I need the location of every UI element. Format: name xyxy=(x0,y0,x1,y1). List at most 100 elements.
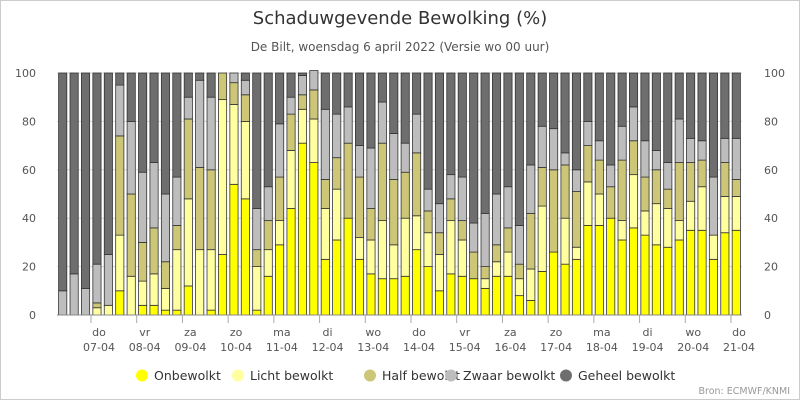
bar-segment-half-bewolkt xyxy=(480,266,490,280)
y-axis-right: 0 20 40 60 80 100 xyxy=(764,67,785,322)
bar-segment-geheel-bewolkt xyxy=(708,72,718,178)
bar-segment-onbewolkt xyxy=(320,258,330,316)
x-tick-date-label: 13-04 xyxy=(357,341,389,354)
bar-segment-geheel-bewolkt xyxy=(149,72,159,163)
bar-segment-half-bewolkt xyxy=(332,157,342,190)
bar-segment-half-bewolkt xyxy=(252,249,262,268)
bar-segment-geheel-bewolkt xyxy=(583,72,593,122)
bar-segment-onbewolkt xyxy=(149,304,159,316)
bar-segment-half-bewolkt xyxy=(720,162,730,197)
bar-segment-licht-bewolkt xyxy=(400,217,410,277)
bar-segment-onbewolkt xyxy=(297,142,307,316)
bar-segment-licht-bewolkt xyxy=(332,188,342,241)
bar-segment-zwaar-bewolkt xyxy=(263,186,273,222)
y-tick-label-left: 100 xyxy=(15,67,36,80)
legend[interactable]: Onbewolkt Licht bewolkt Half bewolkt Zwaar … xyxy=(136,368,675,383)
bar-segment-geheel-bewolkt xyxy=(617,72,627,127)
bar-segment-half-bewolkt xyxy=(503,227,513,253)
y-axis-left: 0 20 40 60 80 100 xyxy=(15,67,36,322)
bar-segment-zwaar-bewolkt xyxy=(297,75,307,96)
legend-item-onbewolkt[interactable]: Onbewolkt xyxy=(136,368,221,383)
legend-swatch xyxy=(364,369,376,382)
bar-segment-licht-bewolkt xyxy=(320,208,330,260)
bar-segment-zwaar-bewolkt xyxy=(69,273,79,316)
bar-segment-geheel-bewolkt xyxy=(686,72,696,139)
bar-segment-half-bewolkt xyxy=(309,89,319,120)
bar-segment-half-bewolkt xyxy=(514,263,524,280)
bar-segment-half-bewolkt xyxy=(434,232,444,255)
bar-segment-onbewolkt xyxy=(286,208,296,316)
y-tick-label-left: 20 xyxy=(22,261,36,274)
x-tick-date-label: 14-04 xyxy=(403,341,435,354)
bar-segment-zwaar-bewolkt xyxy=(377,101,387,144)
bar-segment-half-bewolkt xyxy=(651,169,661,205)
bar-segment-licht-bewolkt xyxy=(434,254,444,292)
bar-segment-half-bewolkt xyxy=(446,198,456,222)
bar-segment-licht-bewolkt xyxy=(617,220,627,241)
bar-segment-zwaar-bewolkt xyxy=(537,125,547,168)
bar-segment-half-bewolkt xyxy=(240,94,250,122)
source-credit: Bron: ECMWF/KNMI xyxy=(699,386,791,397)
legend-item-geheel-bewolkt[interactable]: Geheel bewolkt xyxy=(560,368,675,383)
bar-segment-licht-bewolkt xyxy=(594,193,604,226)
chart-title: Schaduwgevende Bewolking (%) xyxy=(253,8,547,29)
bar-segment-half-bewolkt xyxy=(377,142,387,222)
bar-segment-geheel-bewolkt xyxy=(343,72,353,108)
bar-segment-onbewolkt xyxy=(560,263,570,316)
bar-segment-licht-bewolkt xyxy=(183,198,193,287)
bar-segment-half-bewolkt xyxy=(149,227,159,275)
x-tick-date-label: 08-04 xyxy=(129,341,161,354)
bar-segment-licht-bewolkt xyxy=(218,99,228,255)
bar-segment-onbewolkt xyxy=(514,295,524,316)
legend-item-licht-bewolkt[interactable]: Licht bewolkt xyxy=(232,368,333,383)
bar-segment-zwaar-bewolkt xyxy=(355,145,365,178)
bar-segment-half-bewolkt xyxy=(469,251,479,280)
x-tick-day-label: di xyxy=(323,326,333,339)
bar-segment-onbewolkt xyxy=(469,278,479,316)
bar-segment-half-bewolkt xyxy=(560,164,570,219)
legend-label: Zwaar bewolkt xyxy=(463,368,555,383)
y-tick-label-left: 0 xyxy=(29,309,36,322)
bar-segment-onbewolkt xyxy=(583,225,593,316)
bar-segment-half-bewolkt xyxy=(583,145,593,183)
x-tick-date-label: 09-04 xyxy=(174,341,206,354)
bar-segment-onbewolkt xyxy=(651,244,661,316)
y-tick-label-right: 0 xyxy=(764,309,771,322)
bar-segment-zwaar-bewolkt xyxy=(252,208,262,251)
legend-item-half-bewolkt[interactable]: Half bewolkt xyxy=(364,368,460,383)
bar-segment-half-bewolkt xyxy=(617,159,627,222)
bar-segment-geheel-bewolkt xyxy=(720,72,730,139)
bar-segment-licht-bewolkt xyxy=(286,150,296,209)
bar-segment-onbewolkt xyxy=(457,275,467,316)
bar-segment-half-bewolkt xyxy=(674,162,684,222)
bar-segment-geheel-bewolkt xyxy=(629,72,639,108)
bar-segment-onbewolkt xyxy=(412,249,422,316)
bar-segment-geheel-bewolkt xyxy=(537,72,547,127)
bar-segment-half-bewolkt xyxy=(412,152,422,217)
bar-segment-half-bewolkt xyxy=(663,188,673,209)
bar-segment-geheel-bewolkt xyxy=(172,72,182,178)
bar-segment-onbewolkt xyxy=(526,300,536,316)
bar-segment-onbewolkt xyxy=(332,239,342,316)
bar-segment-licht-bewolkt xyxy=(720,196,730,234)
bar-segment-licht-bewolkt xyxy=(195,249,205,316)
bar-segment-licht-bewolkt xyxy=(229,104,239,185)
bar-segment-onbewolkt xyxy=(183,285,193,316)
bar-segment-zwaar-bewolkt xyxy=(583,121,593,147)
bar-segment-zwaar-bewolkt xyxy=(617,125,627,161)
bar-segment-onbewolkt xyxy=(366,273,376,316)
bar-segment-half-bewolkt xyxy=(423,210,433,234)
bar-segment-zwaar-bewolkt xyxy=(560,152,570,166)
x-tick-date-label: 17-04 xyxy=(540,341,572,354)
bar-segment-zwaar-bewolkt xyxy=(149,162,159,229)
x-tick-day-label: ma xyxy=(593,326,610,339)
legend-item-zwaar-bewolkt[interactable]: Zwaar bewolkt xyxy=(445,368,555,383)
x-tick-day-label: do xyxy=(732,326,746,339)
bar-segment-half-bewolkt xyxy=(526,212,536,270)
bar-segment-half-bewolkt xyxy=(172,225,182,251)
bar-segment-zwaar-bewolkt xyxy=(423,188,433,212)
x-tick-date-label: 11-04 xyxy=(266,341,298,354)
x-tick-date-label: 16-04 xyxy=(494,341,526,354)
x-tick-day-label: vr xyxy=(459,326,471,339)
bar-segment-zwaar-bewolkt xyxy=(275,123,285,178)
